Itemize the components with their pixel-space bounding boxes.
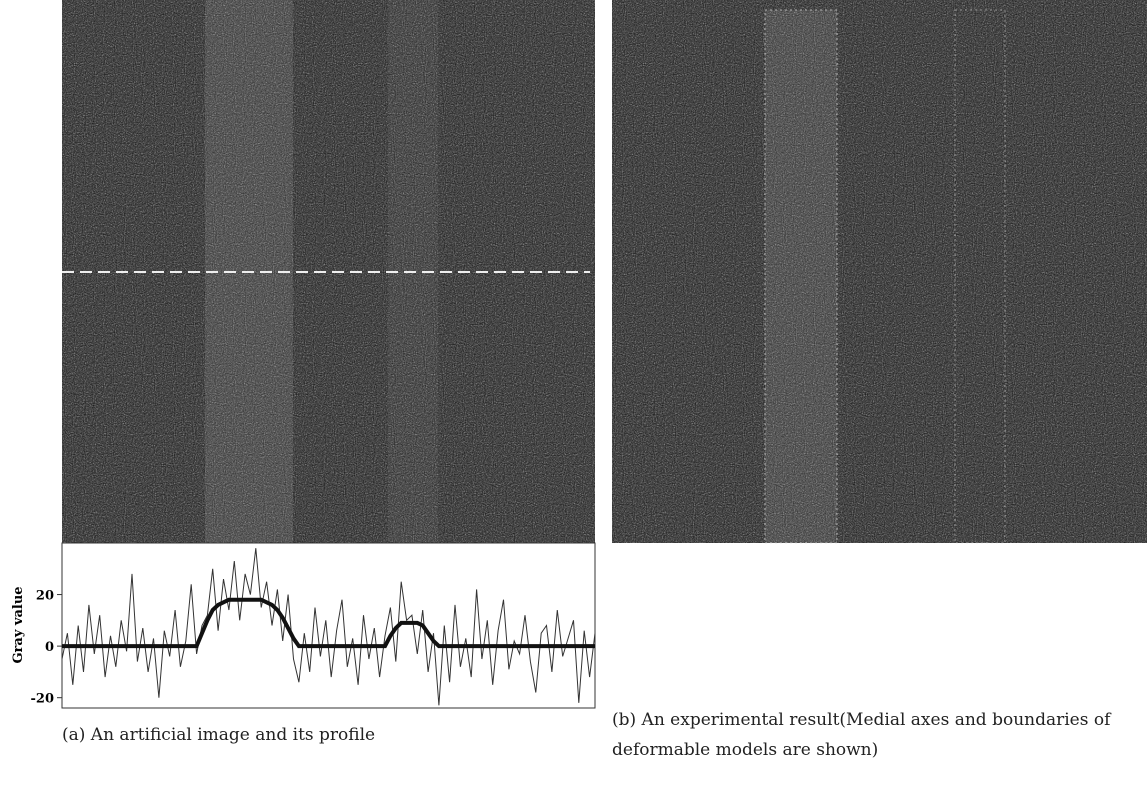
y-tick-label: -20 xyxy=(31,692,55,707)
image-b xyxy=(612,0,1147,544)
profile-line xyxy=(61,548,596,706)
profile-chart: Gray value 20 0 -20 xyxy=(11,542,596,709)
y-tick-label: 0 xyxy=(45,640,54,655)
caption-b: (b) An experimental result(Medial axes a… xyxy=(612,710,1111,760)
caption-a: (a) An artificial image and its profile xyxy=(62,725,376,745)
model-line xyxy=(62,597,595,649)
image-a xyxy=(62,0,595,543)
y-tick-label: 20 xyxy=(36,589,54,604)
y-axis-label: Gray value xyxy=(11,586,26,663)
